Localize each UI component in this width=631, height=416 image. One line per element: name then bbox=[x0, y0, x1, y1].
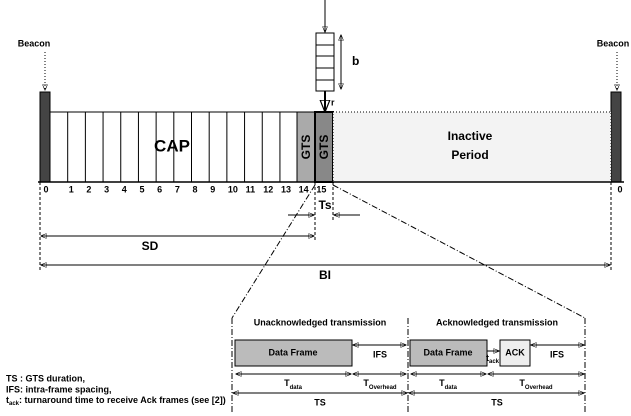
gts-label: GTS bbox=[317, 135, 331, 160]
b-label: b bbox=[352, 54, 359, 68]
inactive-label: Period bbox=[451, 148, 488, 162]
t-base: T bbox=[363, 378, 369, 388]
ts-span-label: TS bbox=[491, 397, 503, 407]
slot-number: 13 bbox=[281, 184, 291, 194]
t-ack-label: tack bbox=[486, 353, 500, 364]
bi-label: BI bbox=[319, 268, 331, 282]
beacon-bar bbox=[39, 91, 51, 183]
t-sub: ack bbox=[489, 359, 500, 365]
slot-number: 15 bbox=[316, 184, 326, 194]
slot-number: 5 bbox=[139, 184, 144, 194]
queue bbox=[315, 32, 335, 92]
legend-line: tack: turnaround time to receive Ack fra… bbox=[6, 395, 226, 406]
t-sub: Overhead bbox=[369, 385, 397, 391]
ack-frame bbox=[499, 339, 531, 367]
t-sub: ack bbox=[9, 401, 20, 407]
data-frame-label: Data Frame bbox=[268, 347, 317, 357]
slot-number: 0 bbox=[43, 184, 48, 194]
slot-number: 6 bbox=[157, 184, 162, 194]
slot-number: 12 bbox=[263, 184, 273, 194]
t-base: T bbox=[519, 378, 525, 388]
t-base: t bbox=[486, 353, 489, 363]
legend-text: : turnaround time to receive Ack frames … bbox=[19, 395, 226, 405]
beacon-bar bbox=[610, 91, 622, 183]
t-base: t bbox=[6, 395, 9, 405]
t-data-label: Tdata bbox=[284, 378, 303, 390]
t-sub: data bbox=[445, 385, 458, 391]
slots: 0 1 2 3 4 5 6 7 8 9 10 11 12 13 14 15 bbox=[43, 112, 326, 194]
t-data-label: Tdata bbox=[439, 378, 458, 390]
ts-label: Ts bbox=[318, 198, 331, 212]
slot-number: 8 bbox=[193, 184, 198, 194]
sd-label: SD bbox=[142, 239, 159, 253]
slot-number: 10 bbox=[228, 184, 238, 194]
inactive-period bbox=[332, 111, 612, 183]
ifs-label: IFS bbox=[550, 349, 564, 359]
legend-line: TS : GTS duration, bbox=[6, 373, 85, 383]
t-overhead-label: TOverhead bbox=[519, 378, 553, 390]
beacon-label: Beacon bbox=[597, 38, 630, 48]
ifs-label: IFS bbox=[373, 349, 387, 359]
gts-label: GTS bbox=[299, 135, 313, 160]
t-base: T bbox=[439, 378, 445, 388]
slot-number: 2 bbox=[86, 184, 91, 194]
slot-number: 0 bbox=[617, 184, 622, 194]
slot-number: 14 bbox=[299, 184, 309, 194]
zoom-line bbox=[332, 184, 586, 319]
t-sub: data bbox=[290, 385, 303, 391]
ack-label: ACK bbox=[505, 347, 525, 357]
section-title: Unacknowledged transmission bbox=[254, 317, 387, 327]
slot-number: 7 bbox=[175, 184, 180, 194]
slot-number: 1 bbox=[69, 184, 74, 194]
zoom-line bbox=[231, 184, 316, 319]
inactive-label: Inactive bbox=[448, 129, 493, 143]
data-frame-label: Data Frame bbox=[423, 347, 472, 357]
r-label: r bbox=[331, 97, 335, 107]
slot-number: 9 bbox=[210, 184, 215, 194]
cap-label: CAP bbox=[154, 136, 190, 155]
data-frame bbox=[234, 339, 353, 367]
beacon-label: Beacon bbox=[18, 38, 51, 48]
data-frame bbox=[409, 339, 488, 367]
t-base: T bbox=[284, 378, 290, 388]
ts-span-label: TS bbox=[314, 397, 326, 407]
slot-number: 3 bbox=[104, 184, 109, 194]
slot-number: 4 bbox=[122, 184, 127, 194]
t-overhead-label: TOverhead bbox=[363, 378, 397, 390]
slot-number: 11 bbox=[246, 184, 256, 194]
section-title: Acknowledged transmission bbox=[436, 317, 558, 327]
legend-line: IFS: intra-frame spacing, bbox=[6, 384, 112, 394]
t-sub: Overhead bbox=[525, 385, 553, 391]
